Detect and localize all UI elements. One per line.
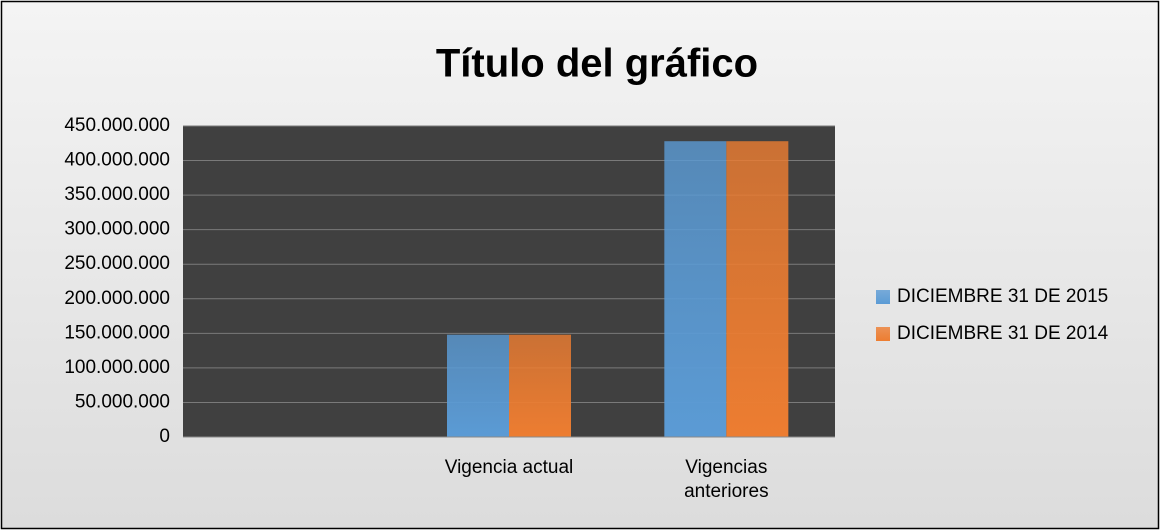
- y-tick-label: 50.000.000: [75, 391, 170, 412]
- legend-swatch: [876, 327, 890, 341]
- bar: [726, 141, 789, 437]
- legend-swatch: [876, 290, 890, 304]
- legend-label: DICIEMBRE 31 DE 2015: [897, 286, 1108, 307]
- x-tick-label: Vigencias anteriores: [684, 457, 769, 502]
- bar: [509, 334, 571, 437]
- y-tick-label: 150.000.000: [64, 322, 170, 343]
- legend-label: DICIEMBRE 31 DE 2014: [897, 323, 1109, 344]
- x-tick-label: Vigencia actual: [444, 457, 574, 478]
- y-tick-label: 450.000.000: [64, 115, 170, 136]
- y-tick-label: 400.000.000: [64, 150, 170, 171]
- bar: [447, 334, 509, 437]
- y-tick-label: 350.000.000: [64, 184, 170, 205]
- chart-title: Título del gráfico: [436, 42, 758, 86]
- y-tick-label: 100.000.000: [64, 357, 170, 378]
- y-tick-label: 250.000.000: [64, 253, 170, 274]
- bar: [664, 141, 727, 437]
- y-tick-label: 0: [159, 426, 170, 447]
- y-tick-label: 200.000.000: [64, 288, 170, 309]
- y-tick-label: 300.000.000: [64, 219, 170, 240]
